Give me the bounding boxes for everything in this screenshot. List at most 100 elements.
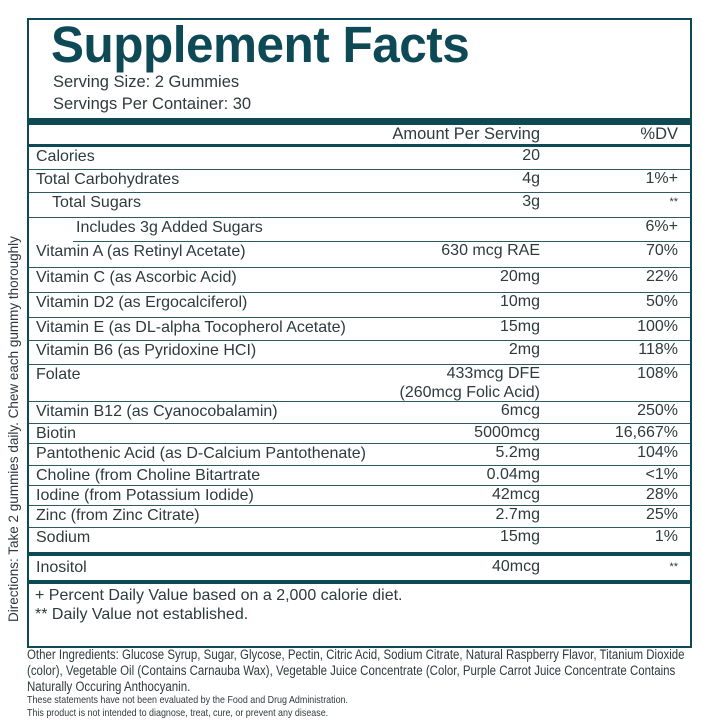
amount-value: 15mg	[499, 528, 540, 545]
nutrient-dv: 108%	[637, 365, 678, 382]
table-header: Amount Per Serving %DV	[29, 125, 690, 144]
header-divider	[29, 144, 690, 147]
table-row: Choline (from Choline Bitartrate 0.04mg <1…	[29, 466, 690, 486]
nutrient-name: Includes 3g Added Sugars	[76, 219, 263, 236]
nutrient-dv: 50%	[645, 293, 678, 310]
nutrient-amount: 4g	[522, 170, 540, 189]
product-disclaimer: This product is not intended to diagnose…	[27, 706, 329, 719]
nutrient-amount: 5000mcg	[474, 424, 540, 443]
nutrient-dv: 70%	[645, 242, 678, 259]
nutrient-dv: 25%	[645, 506, 678, 523]
amount-value: 630 mcg RAE	[441, 242, 540, 259]
amount-value: 15mg	[499, 318, 540, 335]
nutrient-name: Vitamin E (as DL-alpha Tocopherol Acetat…	[36, 319, 346, 336]
thick-divider	[29, 118, 690, 125]
nutrient-dv: 28%	[645, 486, 678, 503]
nutrient-dv: 1%+	[645, 170, 678, 187]
nutrient-amount: 6mcg	[501, 402, 540, 421]
nutrient-amount: 0.04mg	[487, 466, 540, 485]
nutrient-name: Vitamin C (as Ascorbic Acid)	[36, 269, 237, 286]
nutrient-name: Pantothenic Acid (as D-Calcium Pantothen…	[36, 445, 366, 462]
amount-value: 42mcg	[491, 486, 540, 503]
table-row: Vitamin C (as Ascorbic Acid) 20mg 22%	[29, 268, 690, 293]
table-row: Vitamin A (as Retinyl Acetate) 630 mcg RA…	[29, 242, 690, 268]
amount-value: 2.7mg	[495, 506, 540, 523]
amount-value: 10mg	[499, 293, 540, 310]
nutrient-dv: 118%	[638, 341, 678, 358]
table-row: Vitamin E (as DL-alpha Tocopherol Acetat…	[29, 318, 690, 341]
nutrient-dv: 104%	[637, 444, 678, 461]
fda-disclaimer: These statements have not been evaluated…	[27, 694, 349, 707]
nutrient-name: Folate	[36, 366, 81, 383]
nutrient-name: Vitamin D2 (as Ergocalciferol)	[36, 294, 248, 311]
page-title: Supplement Facts	[51, 16, 470, 73]
nutrient-amount: 42mcg	[492, 486, 540, 505]
nutrient-amount: 40mcg	[492, 558, 540, 577]
table-row: Folate 433mcg DFE (260mcg Folic Acid) 108%	[29, 365, 690, 402]
table-row: Sodium 15mg 1%	[29, 528, 690, 552]
nutrient-amount: 2.7mg	[496, 506, 540, 525]
amount-value: 20	[522, 147, 540, 164]
amount-value: 20mg	[499, 268, 540, 285]
nutrient-name: Total Carbohydrates	[36, 171, 180, 188]
nutrient-name: Vitamin B12 (as Cyanocobalamin)	[36, 403, 278, 420]
nutrient-amount: 5.2mg	[496, 444, 540, 463]
nutrient-name: Inositol	[36, 559, 87, 576]
directions-text: Directions: Take 2 gummies daily. Chew e…	[6, 236, 21, 622]
nutrient-name: Calories	[36, 148, 95, 165]
amount-value: 0.04mg	[486, 466, 540, 483]
nutrient-dv: **	[669, 196, 678, 208]
table-row: Iodine (from Potassium Iodide) 42mcg 28%	[29, 486, 690, 506]
nutrient-dv: <1%	[645, 466, 678, 483]
footnote-not-established: ** Daily Value not established.	[35, 606, 249, 623]
nutrient-amount: 630 mcg RAE	[441, 242, 540, 261]
servings-per-container: Servings Per Container: 30	[53, 95, 252, 113]
nutrient-name: Biotin	[36, 425, 77, 442]
amount-value: 2mg	[508, 341, 540, 358]
amount-value: 6mcg	[500, 402, 540, 419]
nutrient-dv: 250%	[637, 402, 678, 419]
table-row: Pantothenic Acid (as D-Calcium Pantothen…	[29, 444, 690, 466]
serving-size: Serving Size: 2 Gummies	[53, 73, 240, 91]
amount-value: 5.2mg	[495, 444, 540, 461]
nutrient-dv: 22%	[645, 268, 678, 285]
table-row: Vitamin B12 (as Cyanocobalamin) 6mcg 250%	[29, 402, 690, 424]
footnote-percent: + Percent Daily Value based on a 2,000 c…	[35, 587, 403, 604]
nutrient-amount: 433mcg DFE (260mcg Folic Acid)	[400, 365, 541, 402]
dv-header: %DV	[640, 125, 678, 143]
nutrient-name: Sodium	[36, 529, 91, 546]
nutrient-dv: **	[669, 561, 678, 573]
table-row: Total Sugars 3g **	[29, 193, 690, 218]
amount-value: 433mcg DFE	[446, 365, 540, 382]
nutrient-name: Vitamin B6 (as Pyridoxine HCI)	[36, 342, 257, 359]
table-row: Vitamin B6 (as Pyridoxine HCI) 2mg 118%	[29, 341, 690, 365]
other-ingredients-block: Other Ingredients: Glucose Syrup, Sugar,…	[27, 647, 699, 719]
nutrient-amount: 20mg	[500, 268, 540, 287]
nutrient-name: Iodine (from Potassium Iodide)	[36, 487, 254, 504]
nutrient-amount: 10mg	[500, 293, 540, 312]
amount-value: 5000mcg	[474, 424, 540, 441]
table-row: Biotin 5000mcg 16,667%	[29, 424, 690, 444]
nutrient-amount: 20	[522, 147, 540, 166]
nutrient-name: Zinc (from Zinc Citrate)	[36, 507, 200, 524]
nutrient-amount: 2mg	[509, 341, 540, 360]
footnotes: + Percent Daily Value based on a 2,000 c…	[35, 586, 403, 624]
table-row: Vitamin D2 (as Ergocalciferol) 10mg 50%	[29, 293, 690, 318]
table-row: Inositol 40mcg **	[29, 558, 690, 580]
table-row: Total Carbohydrates 4g 1%+	[29, 170, 690, 193]
nutrient-amount: 15mg	[500, 318, 540, 337]
amount-detail: (260mcg Folic Acid)	[399, 383, 541, 401]
nutrient-dv: 100%	[637, 318, 678, 335]
nutrient-name: Total Sugars	[52, 194, 141, 211]
amount-value: 40mcg	[491, 558, 540, 575]
amount-value: 4g	[522, 170, 540, 187]
nutrient-dv: 6%+	[645, 218, 678, 235]
other-ingredients: Other Ingredients: Glucose Syrup, Sugar,…	[27, 647, 685, 694]
table-row: Zinc (from Zinc Citrate) 2.7mg 25%	[29, 506, 690, 528]
table-row: Includes 3g Added Sugars 6%+	[73, 218, 690, 242]
supplement-facts-panel: Supplement Facts Serving Size: 2 Gummies…	[27, 18, 692, 648]
nutrient-name: Choline (from Choline Bitartrate	[36, 467, 261, 484]
nutrient-dv: 16,667%	[614, 424, 678, 441]
nutrient-dv: 1%	[654, 528, 678, 545]
nutrient-amount: 3g	[522, 193, 540, 212]
